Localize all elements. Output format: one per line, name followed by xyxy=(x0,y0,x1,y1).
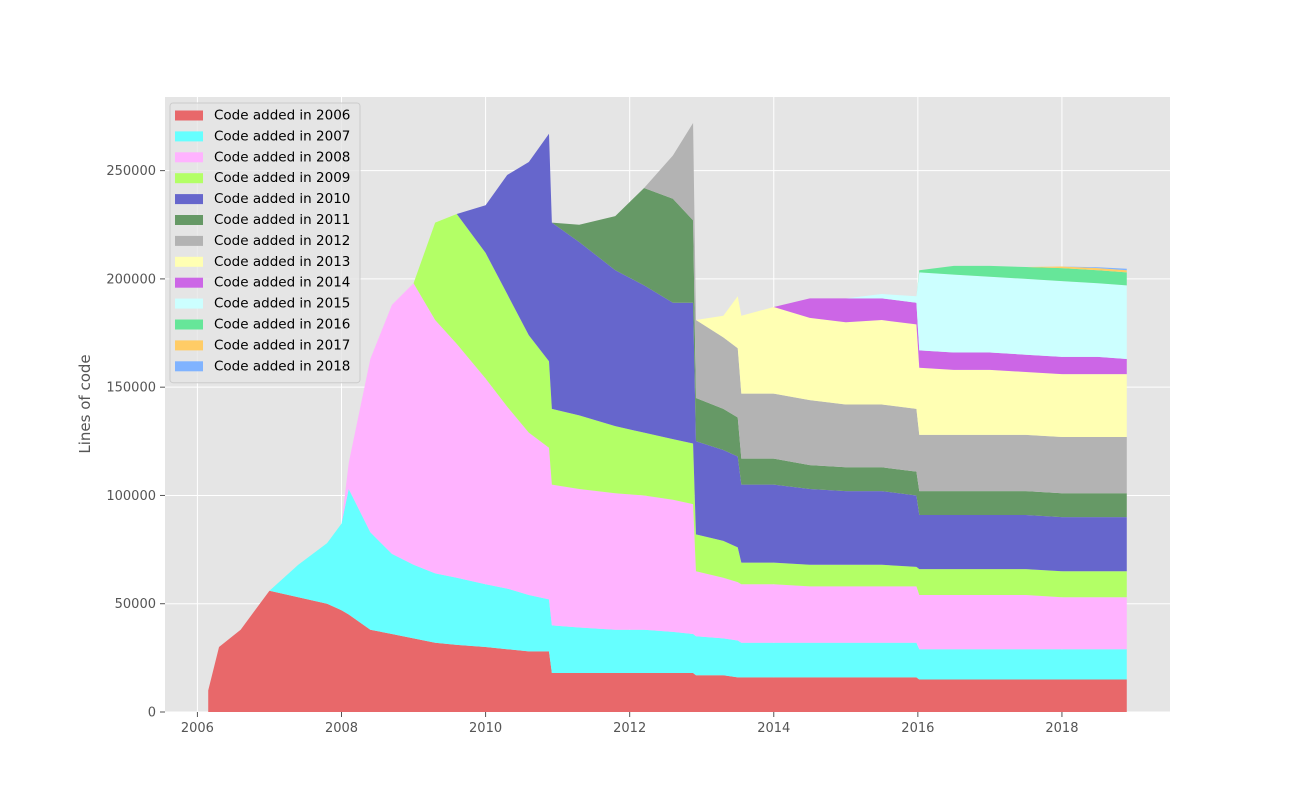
area-series-1 xyxy=(208,590,1127,712)
legend-swatch xyxy=(175,110,203,121)
x-tick-label: 2006 xyxy=(181,721,214,736)
x-tick-label: 2008 xyxy=(325,721,358,736)
legend-label: Code added in 2009 xyxy=(214,170,350,186)
legend-swatch xyxy=(175,256,203,267)
legend-label: Code added in 2011 xyxy=(214,212,350,228)
legend-label: Code added in 2015 xyxy=(214,296,350,312)
area-series-group xyxy=(208,122,1127,712)
legend-label: Code added in 2007 xyxy=(214,128,350,144)
legend-swatch xyxy=(175,152,203,163)
area-series-6 xyxy=(208,133,1127,691)
y-axis: 0 50000 100000 150000 200000 250000 xyxy=(106,164,165,721)
legend-swatch xyxy=(175,277,203,288)
x-axis: 2006 2008 2010 2012 2014 2016 2018 xyxy=(181,712,1078,736)
legend-swatch xyxy=(175,298,203,309)
legend-label: Code added in 2016 xyxy=(214,317,350,333)
legend-label: Code added in 2018 xyxy=(214,358,350,374)
legend-label: Code added in 2014 xyxy=(214,275,350,291)
y-tick-label: 0 xyxy=(148,706,156,721)
y-tick-label: 150000 xyxy=(106,381,156,396)
x-tick-label: 2014 xyxy=(757,721,790,736)
legend-swatch xyxy=(175,235,203,246)
legend-swatch xyxy=(175,194,203,205)
area-series-3 xyxy=(208,283,1127,691)
legend-label: Code added in 2008 xyxy=(214,149,350,165)
legend-label: Code added in 2017 xyxy=(214,337,350,353)
area-series-4 xyxy=(208,213,1127,691)
legend-box xyxy=(169,102,361,384)
legend-label: Code added in 2006 xyxy=(214,108,350,124)
area-series-8 xyxy=(208,122,1127,691)
legend-swatch xyxy=(175,215,203,225)
legend-swatch xyxy=(175,340,203,351)
legend: Code added in 2006 Code added in 2007 Code… xyxy=(169,102,361,384)
x-tick-label: 2016 xyxy=(901,721,934,736)
legend-swatch xyxy=(175,173,203,184)
legend-swatch xyxy=(175,131,203,142)
y-tick-label: 50000 xyxy=(115,597,156,612)
y-axis-title: Lines of code xyxy=(76,354,94,453)
x-tick-label: 2012 xyxy=(613,721,646,736)
area-series-2 xyxy=(208,488,1127,691)
legend-swatch xyxy=(175,361,203,372)
legend-label: Code added in 2010 xyxy=(214,191,350,207)
legend-swatch xyxy=(175,319,203,330)
y-tick-label: 250000 xyxy=(106,164,156,179)
legend-label: Code added in 2013 xyxy=(214,254,350,270)
x-tick-label: 2010 xyxy=(469,721,502,736)
legend-label: Code added in 2012 xyxy=(214,233,350,249)
y-tick-label: 100000 xyxy=(106,489,156,504)
y-tick-label: 200000 xyxy=(106,272,156,287)
x-tick-label: 2018 xyxy=(1045,721,1078,736)
area-series-5 xyxy=(208,133,1127,691)
